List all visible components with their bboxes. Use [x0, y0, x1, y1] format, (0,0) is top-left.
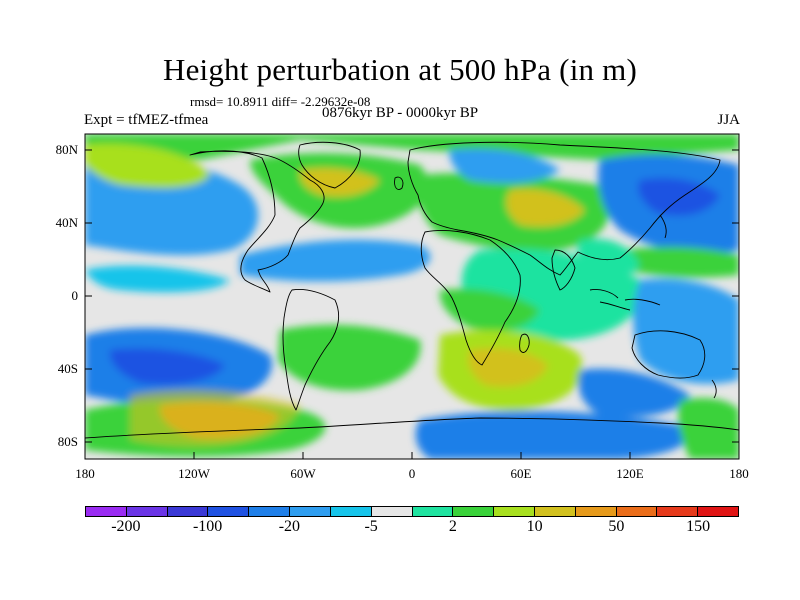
colorbar-swatch-10 — [494, 507, 535, 516]
coast-africa — [420, 230, 521, 366]
band-indian-pos — [439, 288, 540, 331]
coast-uk — [394, 176, 404, 190]
colorbar-label: 2 — [448, 518, 457, 535]
colorbar-swatch-9 — [453, 507, 495, 516]
colorbar-swatch-4 — [249, 507, 291, 516]
band-southern-africa-strong — [468, 348, 548, 387]
coast-north-america — [189, 150, 325, 293]
band-npacific-pos — [85, 143, 210, 188]
colorbar-label: -200 — [111, 518, 141, 535]
colorbar-swatch-2 — [167, 507, 209, 516]
colorbar — [85, 506, 739, 517]
colorbar-label: -5 — [364, 518, 378, 535]
lon-label-60w: 60W — [290, 466, 316, 481]
ticks — [84, 149, 740, 459]
band-satlantic-pos — [278, 324, 421, 391]
coast-greenland — [298, 141, 361, 189]
colorbar-label: -20 — [278, 518, 301, 535]
lat-label-40s: 40S — [57, 361, 78, 376]
band-asia-strong — [506, 188, 585, 227]
lat-label-0: 0 — [71, 288, 79, 303]
colorbar-swatch-14 — [657, 507, 699, 516]
band-seasia-pos — [577, 238, 640, 279]
colorbar-swatch-6 — [330, 507, 372, 516]
colorbar-label: 10 — [526, 518, 543, 535]
band-spacific-strong-neg — [109, 348, 225, 385]
coast-antarctica — [85, 417, 739, 439]
band-antarctic-far-east-pos — [678, 398, 739, 459]
stats-line: rmsd= 10.8911 diff= -2.29632e-08 — [190, 94, 371, 109]
band-antarctic-core — [130, 389, 300, 447]
coast-india — [551, 249, 576, 291]
coast-indonesia — [589, 289, 661, 311]
band-natlantic-strong — [299, 168, 380, 197]
lon-label-180e: 180 — [729, 466, 749, 481]
band-arctic-pos — [85, 134, 739, 160]
lat-label-40n: 40N — [55, 215, 78, 230]
colorbar-swatch-0 — [86, 507, 127, 516]
colorbar-swatch-12 — [575, 507, 617, 516]
period-label: 0876kyr BP - 0000kyr BP — [322, 105, 479, 121]
colorbar-label: 150 — [686, 518, 711, 535]
coast-australia — [631, 330, 706, 379]
band-antarctic-east-neg — [415, 410, 688, 459]
band-siberia-neg — [449, 148, 560, 183]
band-tropics-neg — [240, 239, 431, 282]
lat-label-80n: 80N — [55, 142, 78, 157]
colorbar-swatch-8 — [412, 507, 454, 516]
lon-label-60e: 60E — [510, 466, 532, 481]
lat-label-80s: 80S — [57, 434, 78, 449]
band-ne-pos — [620, 246, 739, 278]
coast-madagascar — [519, 333, 530, 353]
coast-japan — [659, 214, 667, 239]
colorbar-swatch-3 — [208, 507, 250, 516]
band-s-indian-neg — [578, 368, 690, 417]
lon-label-120e: 120E — [616, 466, 644, 481]
band-tropics-weak — [85, 265, 230, 293]
contour-field — [85, 134, 739, 459]
colorbar-swatch-15 — [698, 507, 738, 516]
colorbar-label: -100 — [192, 518, 223, 535]
plot-title: Height perturbation at 500 hPa (in m) — [162, 52, 638, 87]
colorbar-label: 50 — [608, 518, 625, 535]
colorbar-swatch-5 — [290, 507, 331, 516]
coast-south-america — [282, 289, 340, 411]
band-npacific-east-strong — [638, 178, 720, 216]
lon-label-0: 0 — [408, 466, 416, 481]
colorbar-swatch-7 — [371, 507, 413, 516]
colorbar-swatch-1 — [126, 507, 168, 516]
coast-eurasia — [407, 141, 721, 276]
lon-label-180w: 180 — [75, 466, 95, 481]
coast-newzealand — [711, 379, 717, 399]
colorbar-swatch-11 — [534, 507, 576, 516]
coastlines — [85, 141, 739, 439]
lon-label-120w: 120W — [178, 466, 210, 481]
colorbar-swatch-13 — [616, 507, 658, 516]
season-label: JJA — [717, 112, 740, 128]
experiment-label: Expt = tfMEZ-tfmea — [84, 112, 209, 128]
